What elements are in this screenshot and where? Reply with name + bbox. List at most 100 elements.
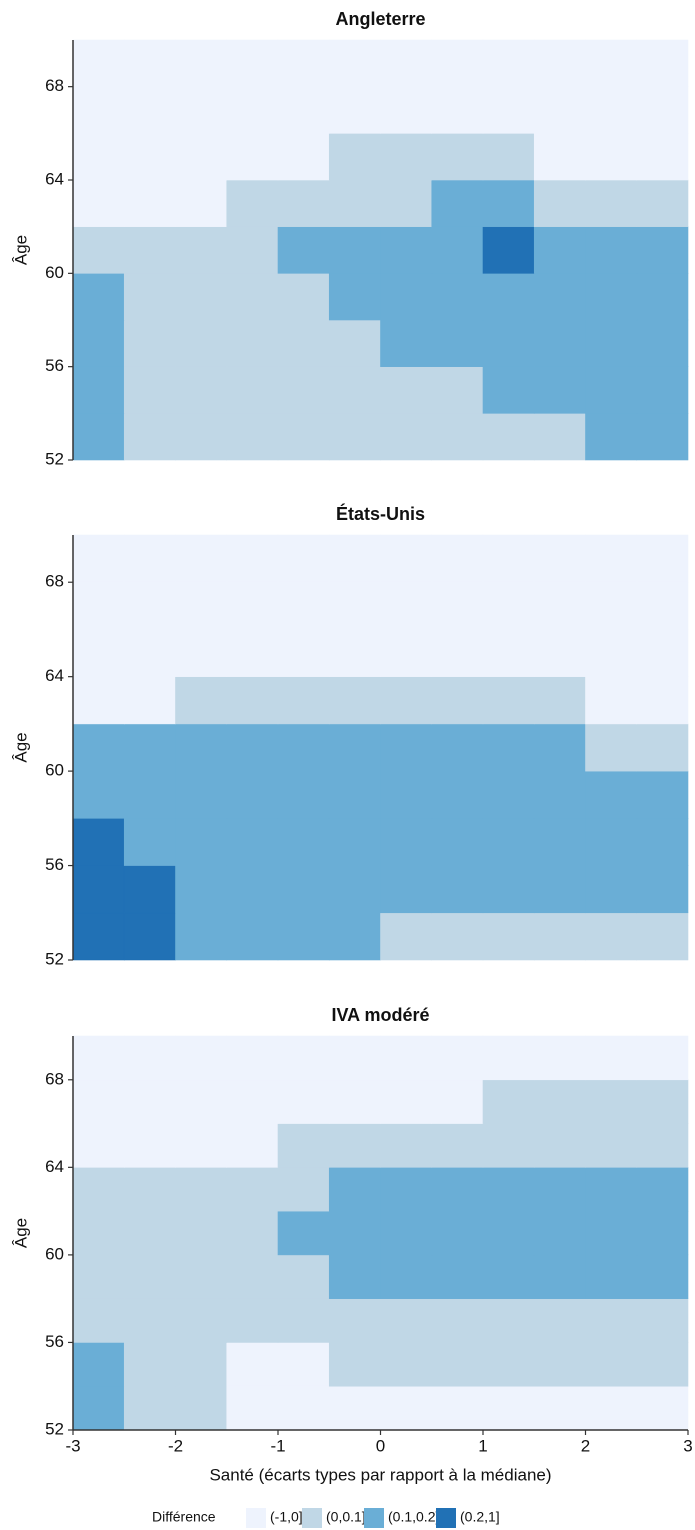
heat-cell — [226, 1342, 279, 1387]
y-tick-label: 68 — [45, 572, 64, 591]
heat-cell — [380, 413, 433, 461]
legend-swatch — [302, 1508, 322, 1528]
heat-cell — [226, 723, 279, 772]
heat-cell — [123, 1210, 176, 1256]
heat-cell — [72, 1298, 125, 1343]
heat-cell — [380, 1254, 433, 1299]
heat-cell — [533, 534, 586, 583]
heat-cell — [431, 912, 484, 961]
heat-cell — [123, 179, 176, 227]
heat-cell — [533, 39, 586, 87]
heat-cell — [175, 39, 228, 87]
heat-cell — [226, 319, 279, 367]
heat-cell — [380, 1079, 433, 1124]
heat-cell — [277, 770, 330, 819]
heat-cell — [636, 534, 689, 583]
heat-cell — [277, 1035, 330, 1081]
heat-cell — [533, 226, 586, 274]
heat-cell — [636, 1385, 689, 1431]
heat-cell — [123, 865, 176, 914]
heat-cell — [226, 676, 279, 725]
heat-cell — [585, 629, 638, 677]
heat-cell — [533, 133, 586, 181]
heat-cell — [431, 865, 484, 914]
heat-cell — [533, 1254, 586, 1299]
heat-cell — [328, 818, 381, 866]
heat-cell — [585, 1167, 638, 1212]
heat-cell — [431, 1254, 484, 1299]
heat-cell — [175, 1210, 228, 1256]
heat-cell — [431, 1167, 484, 1212]
heat-cell — [277, 818, 330, 866]
heat-cell — [328, 723, 381, 772]
heat-cell — [72, 226, 125, 274]
heat-cell — [277, 865, 330, 914]
heat-cell — [431, 273, 484, 321]
heat-cell — [226, 581, 279, 630]
heat-cell — [72, 1167, 125, 1212]
heat-cell — [533, 1298, 586, 1343]
heat-cell — [277, 226, 330, 274]
heat-cell — [328, 273, 381, 321]
heat-cell — [328, 86, 381, 134]
heat-cell — [482, 1342, 535, 1387]
heat-cell — [380, 581, 433, 630]
heat-cell — [380, 273, 433, 321]
heat-cell — [123, 534, 176, 583]
y-tick-label: 56 — [45, 1332, 64, 1351]
heat-cell — [328, 1298, 381, 1343]
heat-cell — [431, 770, 484, 819]
heat-cell — [380, 629, 433, 677]
heat-cell — [380, 912, 433, 961]
heat-cell — [482, 770, 535, 819]
heat-cell — [226, 39, 279, 87]
heat-cell — [636, 39, 689, 87]
heat-cell — [533, 86, 586, 134]
heat-cell — [226, 1385, 279, 1431]
heat-cell — [277, 319, 330, 367]
heat-cell — [175, 86, 228, 134]
heat-cell — [328, 319, 381, 367]
heat-cell — [380, 366, 433, 414]
heat-cell — [72, 770, 125, 819]
y-tick-label: 64 — [45, 169, 64, 188]
heat-cell — [482, 319, 535, 367]
heat-cell — [277, 1123, 330, 1168]
heat-cell — [123, 1167, 176, 1212]
heat-cell — [72, 273, 125, 321]
heat-cell — [277, 676, 330, 725]
heat-cell — [175, 865, 228, 914]
heat-cell — [328, 366, 381, 414]
heat-cell — [277, 133, 330, 181]
heat-cell — [585, 723, 638, 772]
x-tick-label: -2 — [168, 1436, 183, 1455]
heat-cell — [175, 1254, 228, 1299]
heat-cell — [72, 865, 125, 914]
heat-cell — [636, 319, 689, 367]
heat-cell — [482, 133, 535, 181]
heat-cell — [636, 179, 689, 227]
heat-cell — [636, 818, 689, 866]
heat-cell — [431, 1298, 484, 1343]
heat-cell — [533, 273, 586, 321]
heat-cell — [72, 413, 125, 461]
heat-cell — [431, 1385, 484, 1431]
heat-cell — [123, 912, 176, 961]
heat-cell — [533, 581, 586, 630]
heat-cell — [175, 770, 228, 819]
heat-cell — [482, 1254, 535, 1299]
heat-cell — [636, 1210, 689, 1256]
heat-cell — [175, 581, 228, 630]
heat-cell — [277, 1254, 330, 1299]
heat-cell — [380, 39, 433, 87]
heat-cell — [482, 629, 535, 677]
heat-cell — [431, 86, 484, 134]
heat-cell — [123, 723, 176, 772]
heat-cell — [482, 1035, 535, 1081]
heat-cell — [380, 818, 433, 866]
heat-cell — [72, 39, 125, 87]
heat-cell — [72, 179, 125, 227]
heat-cell — [328, 912, 381, 961]
heat-cell — [533, 179, 586, 227]
heat-cell — [123, 770, 176, 819]
